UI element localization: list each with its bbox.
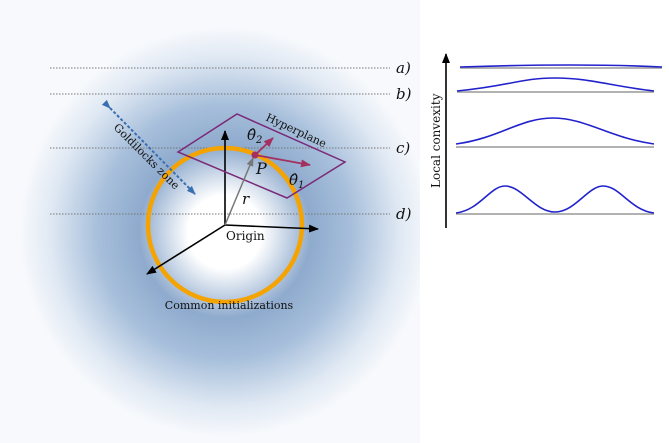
point-p bbox=[251, 151, 259, 159]
axis-right-arrow bbox=[224, 224, 319, 233]
theta1-label: θ̂1 bbox=[289, 171, 304, 191]
radius-arrow bbox=[224, 157, 254, 226]
theta2-arrow bbox=[254, 137, 274, 156]
level-lines bbox=[50, 67, 390, 215]
level-label-b: b) bbox=[396, 85, 412, 103]
theta2-label: θ̂2 bbox=[247, 126, 262, 146]
convexity-axis-label: Local convexity bbox=[429, 93, 443, 188]
curve-b bbox=[456, 77, 655, 92]
level-label-a: a) bbox=[396, 59, 411, 77]
common-initializations-label: Common initializations bbox=[165, 299, 294, 312]
radius-label: r bbox=[242, 190, 250, 208]
curve-d bbox=[455, 185, 655, 214]
axis-down-left-arrow bbox=[146, 224, 226, 275]
theta1-arrow bbox=[254, 154, 311, 168]
point-p-label: P bbox=[255, 159, 267, 178]
curve-c bbox=[455, 117, 655, 145]
convexity-curves bbox=[455, 64, 663, 215]
goldilocks-zone-arrow bbox=[101, 99, 196, 195]
curve-a bbox=[459, 64, 663, 68]
loss-glow bbox=[0, 0, 420, 443]
hyperplane bbox=[176, 113, 347, 199]
level-label-c: c) bbox=[396, 139, 410, 157]
origin-label: Origin bbox=[226, 229, 265, 243]
level-label-d: d) bbox=[396, 205, 412, 223]
